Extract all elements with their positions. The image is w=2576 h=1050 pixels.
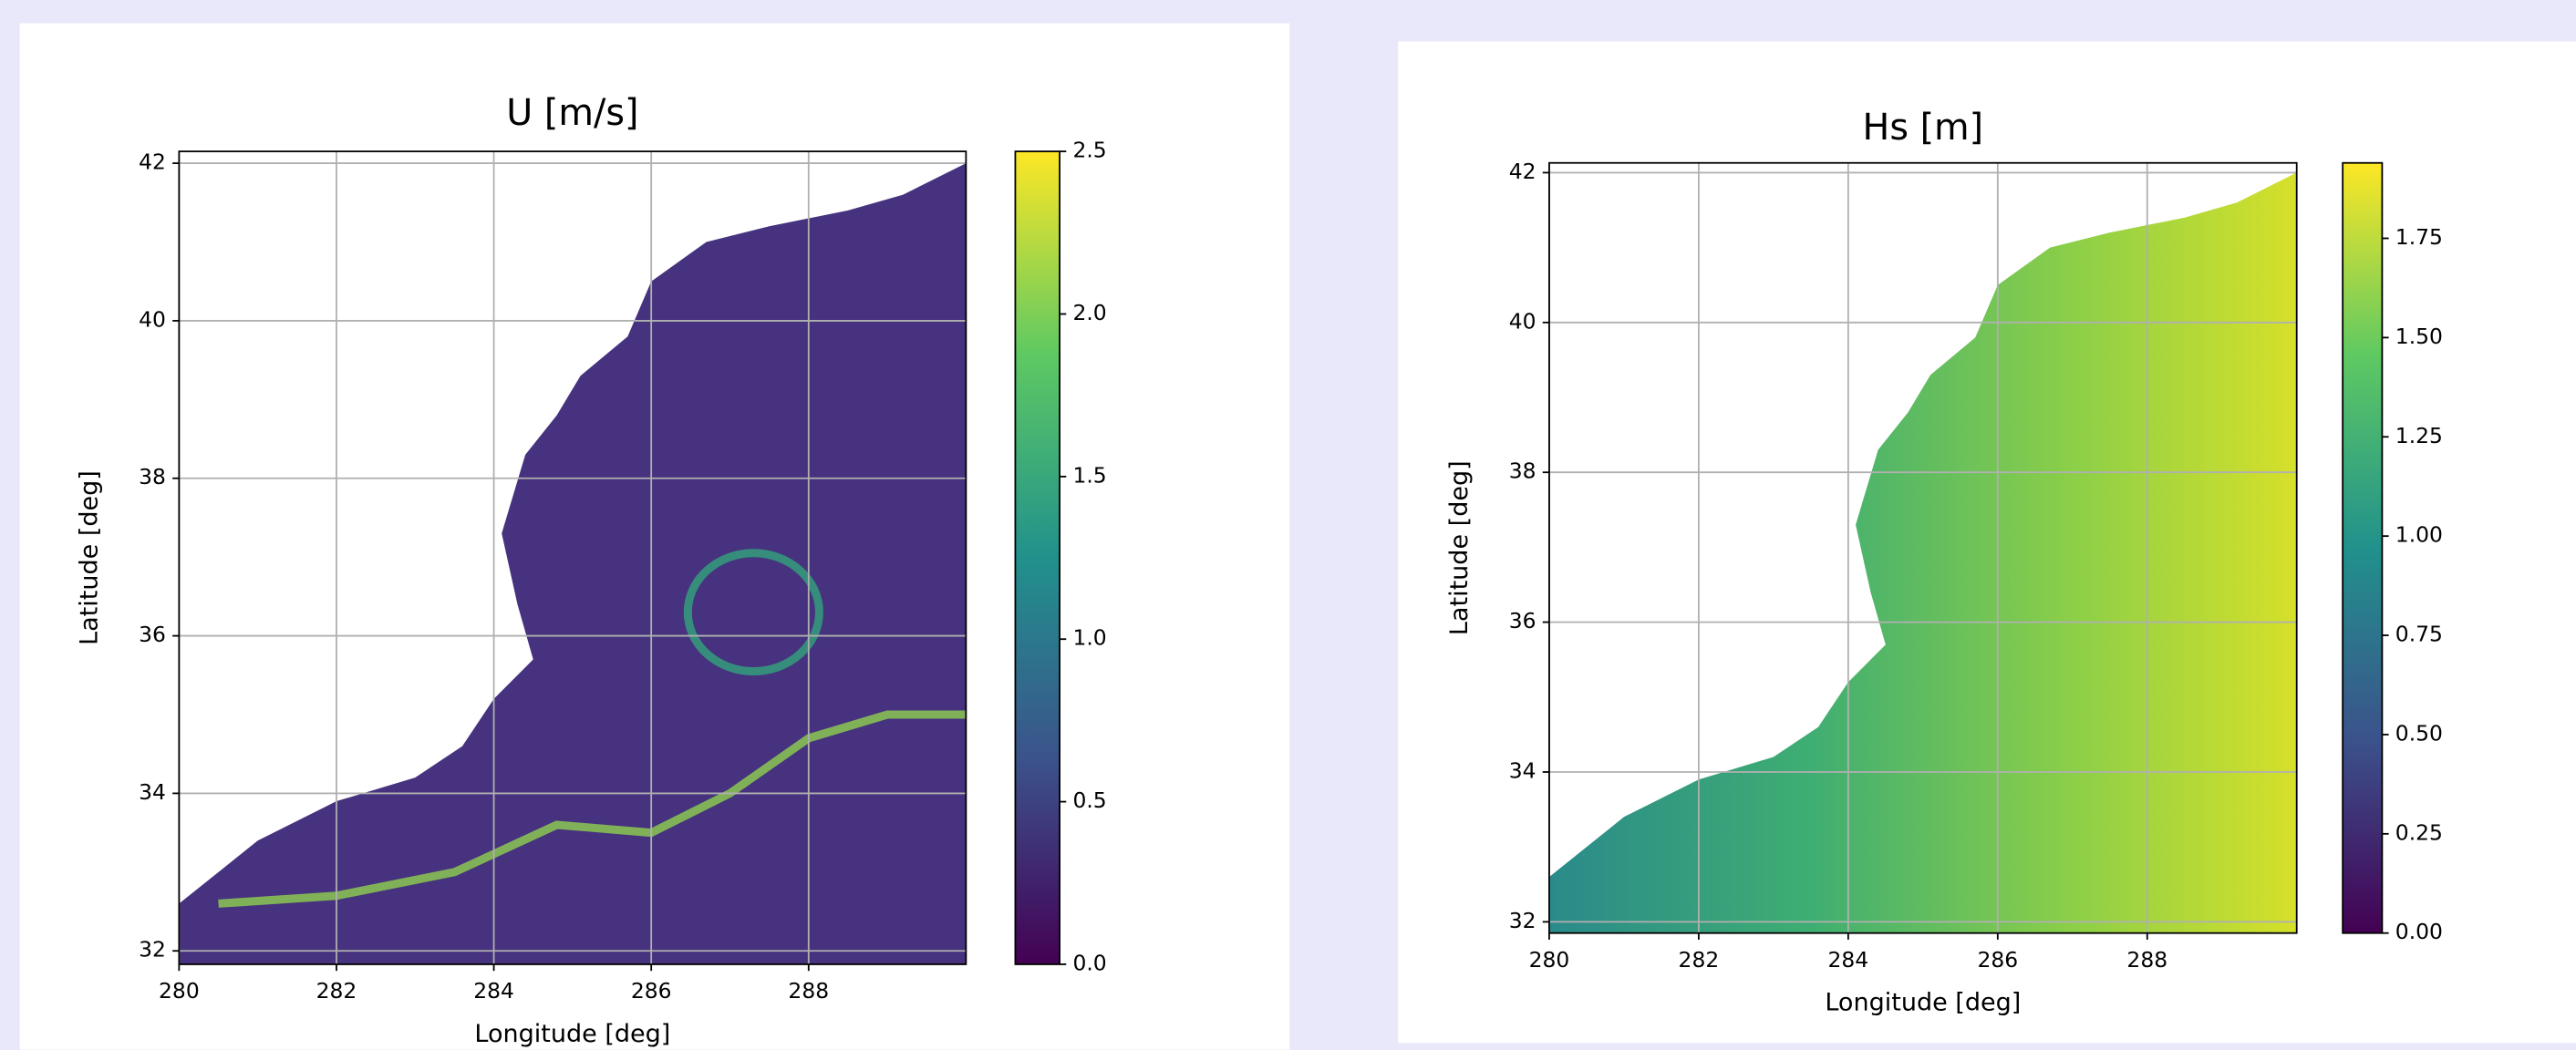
colorbar-tick-label: 0.5	[1072, 788, 1106, 813]
colorbar-tick-label: 1.50	[2395, 324, 2443, 349]
y-tick-label: 36	[1509, 608, 1536, 633]
x-tick-label: 282	[1679, 947, 1720, 973]
x-tick-label: 286	[631, 978, 672, 1004]
colorbar-tick-label: 1.5	[1072, 462, 1106, 488]
land	[1548, 162, 2297, 878]
x-tick-label: 288	[2126, 947, 2167, 973]
colorbar-tick-label: 1.0	[1072, 625, 1106, 651]
axes-frame	[178, 150, 967, 965]
y-tick-label: 40	[139, 306, 166, 332]
colorbar-tick-label: 0.50	[2395, 720, 2443, 746]
y-tick-label: 36	[139, 622, 166, 647]
colorbar-tick-label: 0.00	[2395, 919, 2443, 944]
y-tick-label: 38	[1509, 458, 1536, 484]
x-axis-label: Longitude [deg]	[1825, 989, 2021, 1017]
x-tick-label: 286	[1977, 947, 2018, 973]
colorbar-tick-label: 2.5	[1072, 138, 1106, 163]
colorbar-tick-label: 1.25	[2395, 423, 2443, 448]
eddy	[683, 549, 823, 676]
land	[179, 151, 967, 904]
y-axis-label: Latitude [deg]	[76, 470, 104, 645]
y-tick-label: 40	[1509, 308, 1536, 334]
y-tick-label: 42	[1509, 159, 1536, 184]
y-tick-label: 34	[1509, 757, 1536, 783]
y-tick-label: 42	[139, 149, 166, 175]
axes-frame	[1548, 161, 2298, 934]
colorbar	[2342, 161, 2384, 934]
colorbar-tick-label: 0.75	[2395, 622, 2443, 647]
y-tick-label: 34	[139, 779, 166, 805]
chart-title: Hs [m]	[1863, 107, 1984, 149]
colorbar-tick-label: 0.25	[2395, 819, 2443, 845]
x-tick-label: 284	[1828, 947, 1869, 973]
colorbar-tick-label: 2.0	[1072, 300, 1106, 325]
x-tick-label: 280	[1529, 947, 1570, 973]
x-axis-label: Longitude [deg]	[474, 1020, 670, 1048]
colorbar-tick-label: 0.0	[1072, 950, 1106, 975]
y-tick-label: 32	[139, 937, 166, 962]
colorbar-tick-label: 1.00	[2395, 522, 2443, 548]
y-tick-label: 38	[139, 464, 166, 489]
x-tick-label: 282	[316, 978, 357, 1004]
x-tick-label: 280	[159, 978, 200, 1004]
colorbar-tick-label: 1.75	[2395, 224, 2443, 250]
y-tick-label: 32	[1509, 908, 1536, 933]
x-tick-label: 284	[473, 978, 514, 1004]
colorbar	[1014, 150, 1060, 965]
y-axis-label: Latitude [deg]	[1445, 460, 1474, 635]
chart-title: U [m/s]	[506, 92, 638, 134]
x-tick-label: 288	[788, 978, 829, 1004]
